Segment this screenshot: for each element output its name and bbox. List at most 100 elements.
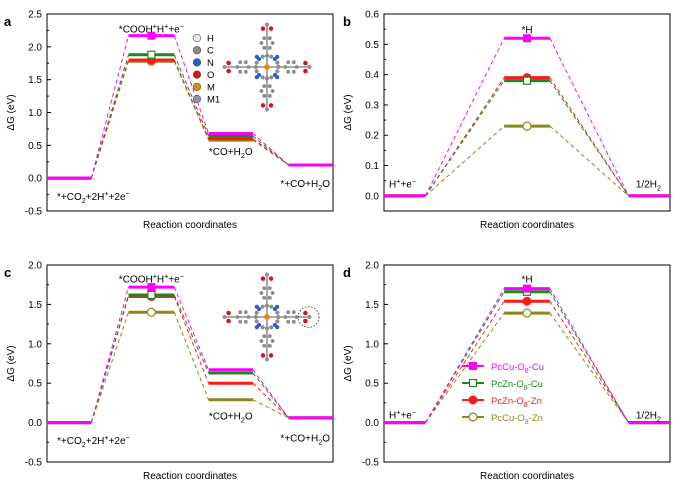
atom [260,26,266,31]
y-tick-label: 2.0 [28,42,42,53]
atom [226,310,231,316]
atom [307,314,312,320]
atom [238,69,243,74]
atom-swatch [192,94,202,104]
series-PcCu-O8-Zn [384,121,670,198]
marker-filled-circle [468,395,478,405]
atom [267,295,272,300]
state-label: *COOH+H++e− [119,21,184,35]
atom [262,286,267,291]
atom [303,60,308,66]
state-label: *+CO2+2H++2e− [57,189,130,205]
connector-dash [425,288,505,423]
atom [260,325,265,330]
y-axis-label: ΔG (eV) [343,345,354,381]
marker-filled-square [469,362,477,370]
state-label: *CO+H2O [209,412,253,425]
series-PcCu-O8-Zn [47,307,333,425]
y-tick-label: -0.5 [362,458,380,469]
atom [262,36,267,41]
atom [275,310,280,315]
connector-dash [425,38,505,197]
atom [253,314,258,320]
axes-frame [383,13,671,212]
atom-swatch [192,58,202,67]
y-tick-label: 2.5 [28,10,42,21]
connector-dash [425,80,505,197]
atom [262,93,267,98]
atom [291,319,296,324]
connector-dash [252,399,289,419]
y-tick-label: 0.5 [365,379,379,390]
atom [235,315,240,319]
y-tick-label: 0.0 [365,191,379,202]
connector-dash [425,300,505,423]
y-tick-label: 0.5 [365,40,379,51]
atom [286,60,291,65]
atom [270,339,275,343]
series-PcCu-O8-Zn [47,56,333,180]
atom [260,103,266,108]
atom [254,60,259,65]
atom [259,291,264,295]
atom-label: C [207,46,214,57]
atom [246,315,251,319]
connector-dash [173,286,210,370]
state-label: 1/2H2 [636,411,661,424]
atom [269,325,274,330]
state-label: H++e− [389,177,416,191]
y-axis-label: ΔG (eV) [6,345,17,381]
y-tick-label: 0.1 [365,161,379,172]
atom [283,65,288,69]
y-tick-label: 0.5 [28,141,42,152]
panel-letter: d [343,265,351,280]
connector-dash [252,133,290,166]
x-axis-label: Reaction coordinates [143,471,237,482]
state-label: *H [521,274,532,285]
state-label: *+CO+H2O [280,434,330,447]
atom [286,319,291,324]
marker-open-circle [522,121,532,131]
atom [262,295,267,300]
atom [303,310,308,316]
connector-dash [425,291,505,423]
atom [254,325,259,330]
atom [262,84,267,89]
y-tick-label: 1.5 [365,300,379,311]
atom [259,89,264,93]
atom [307,64,312,70]
panel-a: a -0.5 0.0 0.5 1.0 1.5 2.0 2.5 ΔG (eV) Reaction c… [4,10,334,231]
atom [254,304,259,309]
atom [254,69,259,74]
marker-open-square [522,76,532,85]
atom [268,103,274,108]
marker-filled-square [147,31,156,40]
y-tick-label: 1.5 [28,75,42,86]
atom [254,310,259,315]
molecule-illustration-c [222,272,320,362]
atom [260,276,266,281]
marker-open-circle [146,307,156,317]
series-PcZn-O8-Cu [384,76,670,198]
x-axis-label: Reaction coordinates [480,471,574,482]
marker-filled-square [523,34,531,43]
atom [243,310,248,315]
atom [222,314,227,320]
atom [254,75,259,80]
atom [291,310,296,315]
marker-filled-square [523,284,531,293]
atom [260,54,265,59]
atom [264,357,270,362]
atom-swatch [192,46,202,55]
connector-dash [549,288,629,423]
atom [276,314,281,320]
atom [238,319,243,324]
state-label: *+CO2+2H++2e− [57,433,130,449]
atom [264,107,270,112]
atom [275,54,280,59]
highlight-circle [297,306,320,328]
connector-dash [173,59,210,139]
connector-dash [90,286,129,423]
connector-dash [549,77,629,197]
atom [268,26,274,31]
